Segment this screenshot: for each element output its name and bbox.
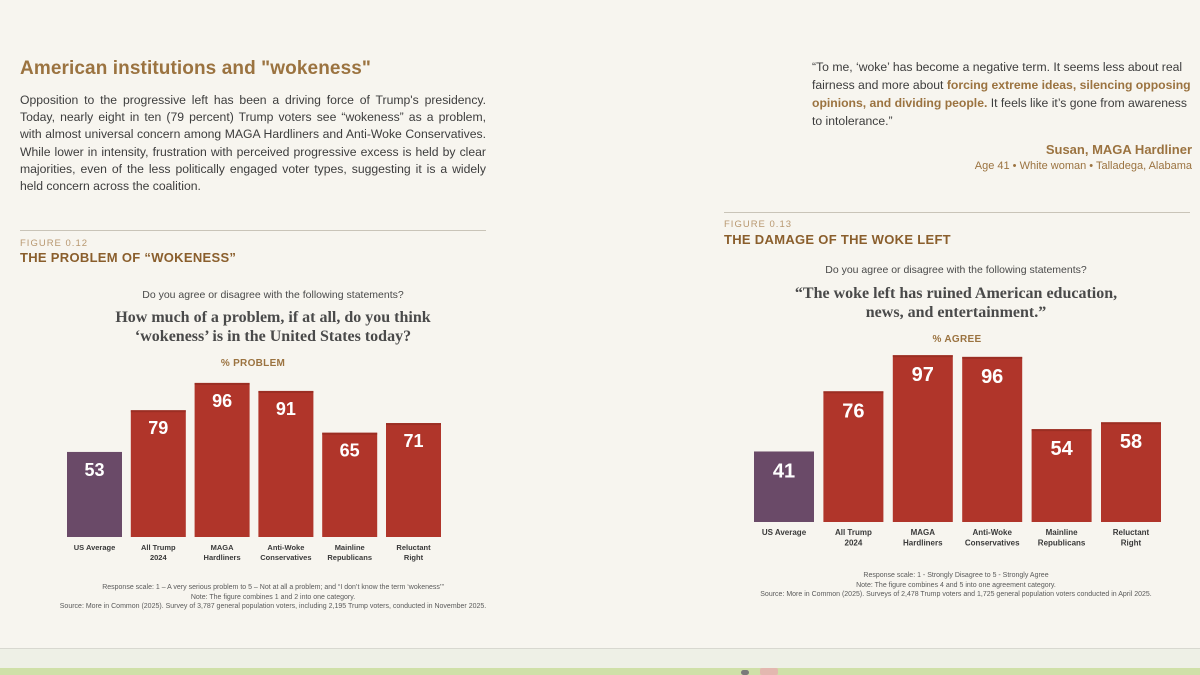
category-label: 2024: [150, 553, 168, 562]
figure-label: FIGURE 0.13: [724, 219, 793, 230]
bar-value-label: 96: [212, 391, 232, 411]
figure-notes: Response scale: 1 - Strongly Disagree to…: [706, 571, 1200, 600]
pull-quote: “To me, ‘woke’ has become a negative ter…: [812, 58, 1192, 172]
figure-statement: “The woke left has ruined American educa…: [706, 284, 1200, 322]
report-page: American institutions and "wokeness" Opp…: [12, 58, 1200, 655]
note-line: Note: The figure combines 1 and 2 into o…: [190, 593, 356, 601]
bar-top-edge: [386, 423, 441, 426]
taskbar-button[interactable]: [760, 668, 778, 675]
category-label: Conservatives: [260, 553, 311, 562]
bar-top-edge: [194, 382, 250, 385]
metric-label: % AGREE: [932, 334, 982, 345]
quote-author: Susan, MAGA Hardliner: [1045, 142, 1192, 157]
quote-text: “To me, ‘woke’ has become a negative ter…: [812, 58, 1192, 130]
bar: [754, 451, 814, 522]
note-line: Response scale: 1 – A very serious probl…: [102, 584, 444, 591]
category-label: Republicans: [327, 553, 372, 562]
figure-statement: How much of a problem, if at all, do you…: [20, 308, 526, 346]
bar-value-label: 53: [84, 460, 104, 480]
category-label: US Average: [762, 528, 807, 537]
figure-divider: [724, 212, 1190, 213]
bar: [258, 390, 314, 537]
quote-part2: It feels like it’s gone from awareness t…: [812, 96, 1187, 128]
bar-value-label: 54: [1050, 438, 1073, 460]
category-label: All Trump: [835, 528, 872, 537]
intro-paragraph: Opposition to the progressive left has b…: [20, 93, 486, 194]
bar-value-label: 97: [912, 364, 934, 386]
category-label: Reluctant: [396, 543, 431, 552]
category-label: Right: [404, 553, 424, 562]
bar-value-label: 41: [773, 460, 795, 482]
figure-question: Do you agree or disagree with the follow…: [142, 289, 404, 301]
bar: [194, 382, 250, 537]
category-label: Mainline: [1046, 528, 1079, 537]
taskbar-icon[interactable]: [741, 670, 749, 675]
bar-top-edge: [258, 390, 314, 393]
intro-section: American institutions and "wokeness" Opp…: [20, 58, 486, 195]
figure-question: Do you agree or disagree with the follow…: [825, 264, 1087, 276]
bar: [67, 451, 122, 537]
figure-title: THE PROBLEM OF “WOKENESS”: [20, 250, 237, 265]
category-label: Anti-Woke: [267, 543, 304, 552]
category-label: MAGA: [211, 543, 234, 552]
bar-top-edge: [962, 356, 1023, 359]
bar-value-label: 58: [1120, 431, 1142, 453]
category-label: Reluctant: [1113, 528, 1150, 537]
note-line: Note: The figure combines 4 and 5 into o…: [856, 581, 1056, 589]
bar-value-label: 71: [403, 431, 423, 451]
bar-top-edge: [823, 391, 884, 394]
quote-part1: “To me, ‘woke’ has become a negative ter…: [812, 60, 1183, 92]
figure-title: THE DAMAGE OF THE WOKE LEFT: [724, 232, 951, 247]
bar: [386, 423, 441, 537]
statement-line: ‘wokeness’ is in the United States today…: [134, 328, 412, 345]
quote-highlight: forcing extreme ideas, silencing opposin…: [812, 78, 1191, 110]
note-line: Source: More in Common (2025). Surveys o…: [760, 591, 1152, 598]
bar-value-label: 79: [148, 418, 168, 438]
bar-top-edge: [1101, 422, 1161, 425]
bar-value-label: 76: [842, 400, 864, 422]
category-label: Mainline: [335, 543, 365, 552]
bar-top-edge: [130, 410, 186, 413]
category-label: Right: [1121, 539, 1142, 548]
note-line: Source: More in Common (2025). Survey of…: [59, 603, 487, 610]
bar-value-label: 96: [981, 366, 1003, 388]
note-line: Response scale: 1 - Strongly Disagree to…: [863, 572, 1049, 579]
bar-value-label: 91: [276, 399, 296, 419]
figure-notes: Response scale: 1 – A very serious probl…: [20, 583, 526, 612]
bar-chart-woke-left: 41 US Average 76 All Trump 2024 97 MAGA Hardlin…: [754, 355, 1161, 548]
bar-top-edge: [892, 355, 953, 358]
figure-divider: [20, 230, 486, 231]
bar-top-edge: [322, 432, 378, 435]
statement-line: How much of a problem, if at all, do you…: [115, 309, 431, 326]
category-label: Conservatives: [965, 539, 1020, 548]
section-title: American institutions and "wokeness": [20, 58, 372, 79]
statement-line: news, and entertainment.”: [865, 304, 1047, 321]
metric-label: % PROBLEM: [220, 358, 286, 369]
category-label: 2024: [845, 539, 863, 548]
taskbar-strip: [0, 668, 1200, 675]
bar: [1101, 422, 1161, 522]
bar: [892, 355, 953, 522]
bar: [130, 410, 186, 537]
quote-meta: Age 41 • White woman • Talladega, Alabam…: [974, 160, 1192, 172]
bar: [1031, 429, 1092, 522]
category-label: All Trump: [141, 543, 176, 552]
category-label: Anti-Woke: [972, 528, 1012, 537]
category-label: Republicans: [1038, 539, 1086, 548]
bar-top-edge: [1031, 429, 1092, 432]
figure-label: FIGURE 0.12: [20, 238, 89, 249]
category-label: US Average: [74, 543, 116, 552]
bar: [823, 391, 884, 522]
bar: [322, 432, 378, 537]
bar: [962, 356, 1023, 522]
bar-value-label: 65: [340, 441, 360, 461]
statement-line: “The woke left has ruined American educa…: [794, 285, 1118, 302]
category-label: Hardliners: [204, 553, 241, 562]
category-label: MAGA: [911, 528, 936, 537]
category-label: Hardliners: [903, 539, 943, 548]
